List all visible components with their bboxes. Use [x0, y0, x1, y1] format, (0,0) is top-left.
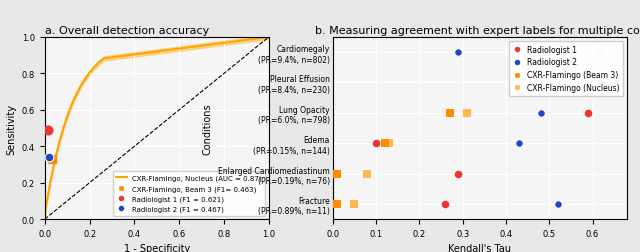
X-axis label: 1 - Specificity: 1 - Specificity — [124, 243, 190, 252]
Point — [462, 111, 472, 115]
Point — [596, 51, 606, 55]
Point — [536, 81, 546, 85]
Legend: Radiologist 1, Radiologist 2, CXR-Flamingo (Beam 3), CXR-Flamingo (Nucleus): Radiologist 1, Radiologist 2, CXR-Flamin… — [509, 42, 623, 97]
Y-axis label: Conditions: Conditions — [203, 103, 212, 154]
X-axis label: Kendall's Tau: Kendall's Tau — [449, 243, 511, 252]
Point — [540, 51, 550, 55]
Point — [349, 202, 360, 206]
Point — [453, 51, 463, 55]
Text: a. Overall detection accuracy: a. Overall detection accuracy — [45, 26, 209, 36]
Point — [332, 202, 342, 206]
Point — [43, 128, 53, 132]
Point — [44, 155, 54, 160]
Point — [445, 111, 455, 115]
Y-axis label: Sensitivity: Sensitivity — [6, 103, 16, 154]
Point — [536, 111, 546, 115]
Point — [544, 81, 554, 85]
Point — [371, 142, 381, 146]
Point — [544, 81, 554, 85]
Point — [453, 172, 463, 176]
Point — [440, 202, 451, 206]
Point — [47, 157, 57, 161]
Point — [384, 142, 394, 146]
Point — [583, 111, 593, 115]
Point — [362, 172, 372, 176]
Point — [596, 81, 606, 85]
Point — [380, 142, 390, 146]
Point — [514, 142, 524, 146]
Legend: CXR-Flamingo, Nucleus (AUC = 0.87), CXR-Flamingo, Beam 3 (F1= 0.463), Radiologis: CXR-Flamingo, Nucleus (AUC = 0.87), CXR-… — [113, 171, 266, 216]
Point — [553, 202, 563, 206]
Point — [453, 172, 463, 176]
Point — [332, 172, 342, 176]
Text: b. Measuring agreement with expert labels for multiple conditions: b. Measuring agreement with expert label… — [315, 26, 640, 36]
Point — [544, 51, 554, 55]
